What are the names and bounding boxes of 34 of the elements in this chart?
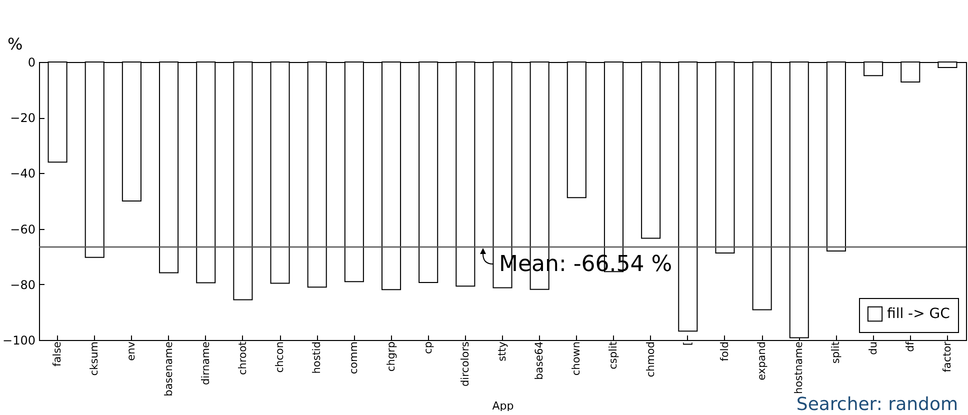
x-tick-label: du	[867, 342, 880, 355]
x-tick-label: factor	[941, 340, 954, 372]
x-tick-label: hostid	[311, 342, 324, 374]
x-tick-label: hostname	[793, 342, 806, 394]
x-tick-label: false	[52, 342, 64, 366]
y-tick-label: 0	[28, 56, 36, 70]
x-tick-label: chcon	[274, 342, 286, 373]
x-tick-label: basename	[162, 342, 175, 396]
x-tick-label: stty	[496, 342, 508, 362]
x-tick-label: csplit	[608, 342, 620, 370]
x-tick-label: fold	[718, 342, 731, 362]
x-tick-label: expand	[756, 342, 768, 380]
y-axis-title: %	[8, 34, 23, 54]
x-tick-label: df	[904, 341, 916, 352]
x-tick-label: env	[126, 342, 138, 361]
x-tick-label: cksum	[88, 342, 101, 376]
x-tick-label: chown	[570, 342, 583, 376]
legend-label: fill -> GC	[887, 306, 950, 322]
x-tick-label: split	[830, 342, 842, 364]
y-tick-label: −40	[10, 166, 36, 181]
y-tick-label: −80	[10, 278, 36, 292]
x-tick-label: [	[682, 342, 694, 346]
x-tick-label: chmod	[644, 342, 657, 378]
y-tick-label: −20	[10, 111, 36, 126]
x-tick-label: comm	[348, 342, 360, 374]
x-tick-label: cp	[422, 341, 434, 354]
x-tick-label: base64	[534, 341, 546, 380]
x-tick-label: dirname	[200, 342, 212, 385]
x-tick-label: dircolors	[459, 342, 472, 386]
y-tick-label: −60	[10, 222, 36, 236]
text: Searcher: random	[796, 394, 958, 415]
x-tick-label: chroot	[236, 342, 249, 375]
y-tick-label: −100	[2, 334, 36, 348]
x-tick-label: chgrp	[385, 341, 398, 372]
